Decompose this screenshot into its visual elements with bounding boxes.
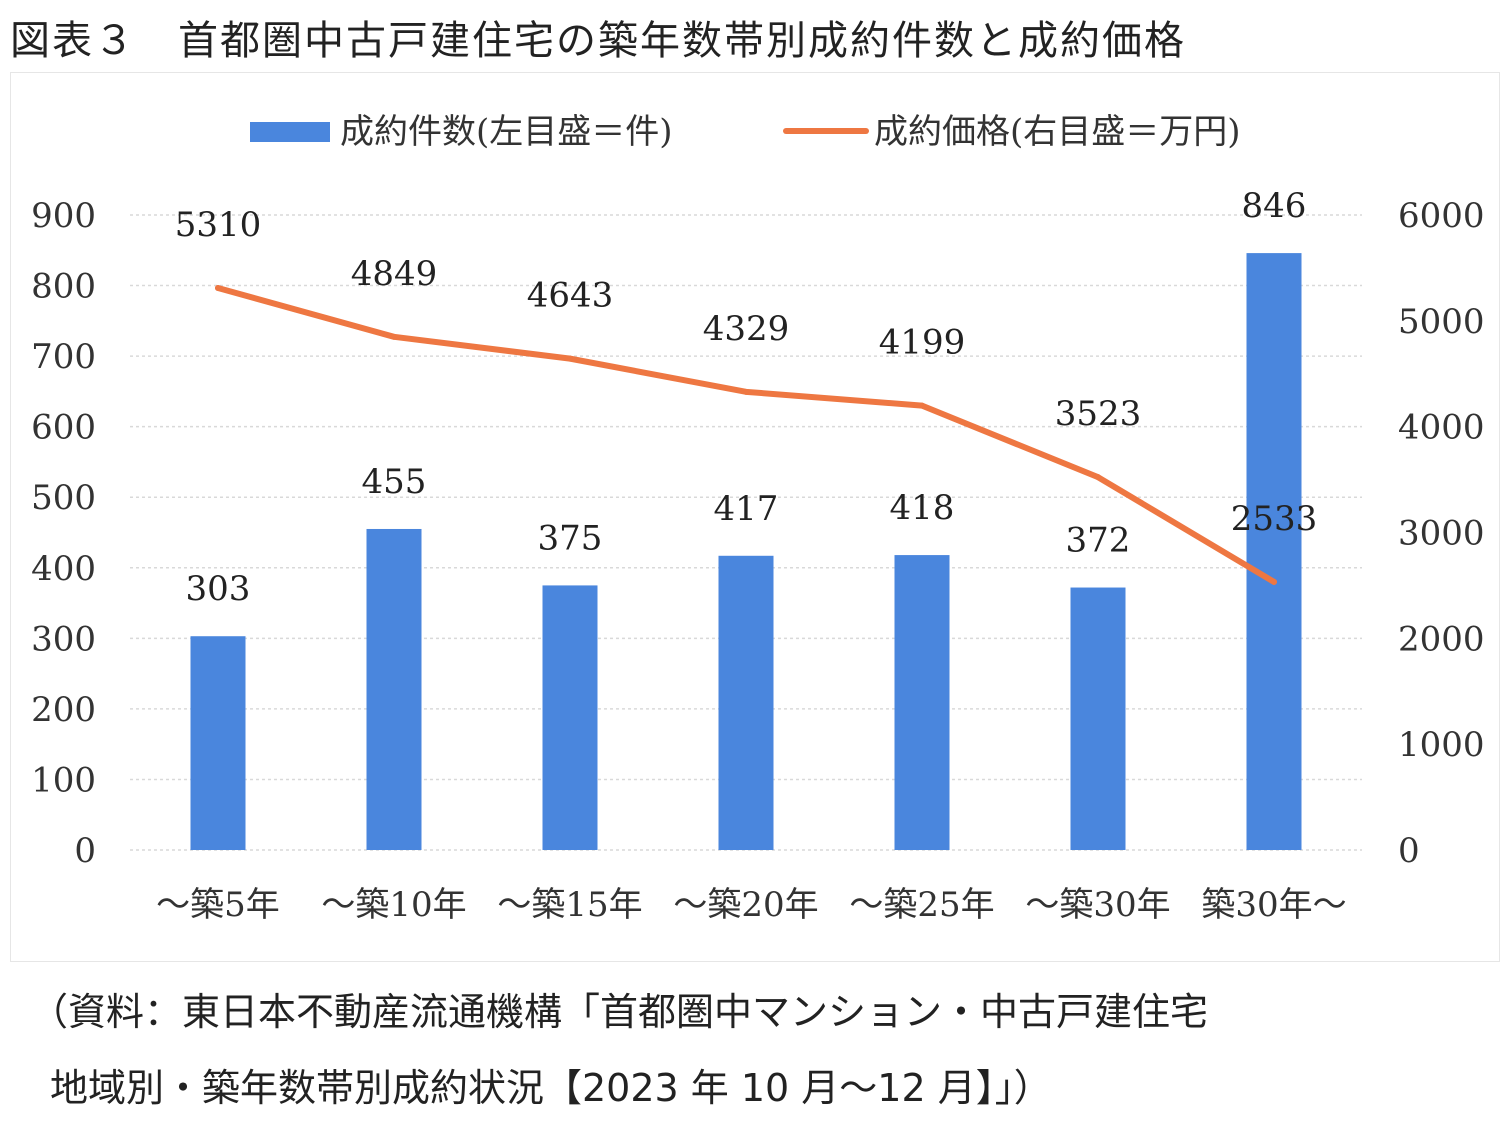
left-tick-label: 900 [31, 196, 96, 236]
legend-bar-swatch [250, 122, 330, 142]
left-tick-label: 500 [31, 478, 96, 518]
category-label: ～築20年 [673, 885, 818, 925]
bar [190, 636, 246, 850]
left-tick-label: 100 [31, 760, 96, 800]
right-tick-label: 0 [1398, 831, 1420, 871]
line-value-label: 4849 [351, 254, 438, 294]
line-point [215, 285, 221, 292]
line-point [919, 402, 925, 409]
line-value-label: 4199 [879, 323, 966, 363]
line-series [215, 285, 1277, 585]
chart-frame [10, 72, 1500, 962]
line-point [1271, 578, 1277, 585]
legend: 成約件数(左目盛＝件) 成約価格(右目盛＝万円) [250, 112, 1241, 152]
bar-value-label: 372 [1066, 521, 1131, 561]
legend-bar-label: 成約件数(左目盛＝件) [340, 112, 673, 152]
right-axis-ticks: 0 1000 2000 3000 4000 5000 6000 [1398, 196, 1485, 871]
line-value-label: 5310 [175, 205, 262, 245]
bar-value-label: 303 [186, 569, 251, 609]
category-label: ～築25年 [849, 885, 994, 925]
left-axis-ticks: 0 100 200 300 400 500 600 700 800 900 [31, 196, 96, 871]
bar [366, 528, 422, 850]
right-tick-label: 1000 [1398, 725, 1485, 765]
bar [1070, 587, 1126, 850]
right-tick-label: 6000 [1398, 196, 1485, 236]
right-tick-label: 3000 [1398, 514, 1485, 554]
line-point [1095, 474, 1101, 481]
line-value-label: 4643 [527, 276, 614, 316]
legend-line-label: 成約価格(右目盛＝万円) [874, 112, 1241, 152]
bar [542, 585, 598, 850]
left-tick-label: 300 [31, 619, 96, 659]
line-data-labels: 5310 4849 4643 4329 4199 3523 2533 [175, 205, 1318, 539]
right-tick-label: 5000 [1398, 302, 1485, 342]
bar [1246, 253, 1302, 851]
category-labels: ～築5年 ～築10年 ～築15年 ～築20年 ～築25年 ～築30年 築30年～ [156, 885, 1346, 925]
line-value-label: 2533 [1231, 499, 1318, 539]
category-label: ～築15年 [497, 885, 642, 925]
bar-value-label: 375 [538, 518, 603, 558]
bar-series [190, 253, 1302, 851]
left-tick-label: 800 [31, 267, 96, 307]
bar-value-label: 455 [362, 462, 427, 502]
left-tick-label: 400 [31, 549, 96, 589]
category-label: ～築5年 [156, 885, 280, 925]
line-point [743, 388, 749, 395]
line-point [567, 355, 573, 362]
line-value-label: 3523 [1055, 394, 1142, 434]
bar-value-label: 846 [1242, 186, 1307, 226]
left-tick-label: 600 [31, 408, 96, 448]
bar [894, 555, 950, 850]
left-tick-label: 0 [74, 831, 96, 871]
bar [718, 555, 774, 850]
bar-data-labels: 303 455 375 417 418 372 846 [186, 186, 1307, 609]
figure-title: 図表３ 首都圏中古戸建住宅の築年数帯別成約件数と成約価格 [10, 18, 1186, 64]
gridlines [130, 214, 1362, 851]
combo-chart: 0 100 200 300 400 500 600 700 800 900 0 1000 2000 30… [31, 112, 1485, 925]
category-label: 築30年～ [1201, 885, 1346, 925]
line-point [391, 333, 397, 340]
right-tick-label: 2000 [1398, 619, 1485, 659]
category-label: ～築10年 [321, 885, 466, 925]
line-value-label: 4329 [703, 309, 790, 349]
bar-value-label: 417 [714, 489, 779, 529]
source-line-2: 地域別・築年数帯別成約状況【2023 年 10 月～12 月】」） [50, 1066, 1052, 1110]
bar-value-label: 418 [890, 488, 955, 528]
left-tick-label: 700 [31, 337, 96, 377]
source-line-1: （資料：東日本不動産流通機構「首都圏中マンション・中古戸建住宅 [30, 990, 1209, 1034]
source-note: （資料：東日本不動産流通機構「首都圏中マンション・中古戸建住宅 地域別・築年数帯… [30, 974, 1208, 1126]
right-tick-label: 4000 [1398, 408, 1485, 448]
category-label: ～築30年 [1025, 885, 1170, 925]
left-tick-label: 200 [31, 690, 96, 730]
